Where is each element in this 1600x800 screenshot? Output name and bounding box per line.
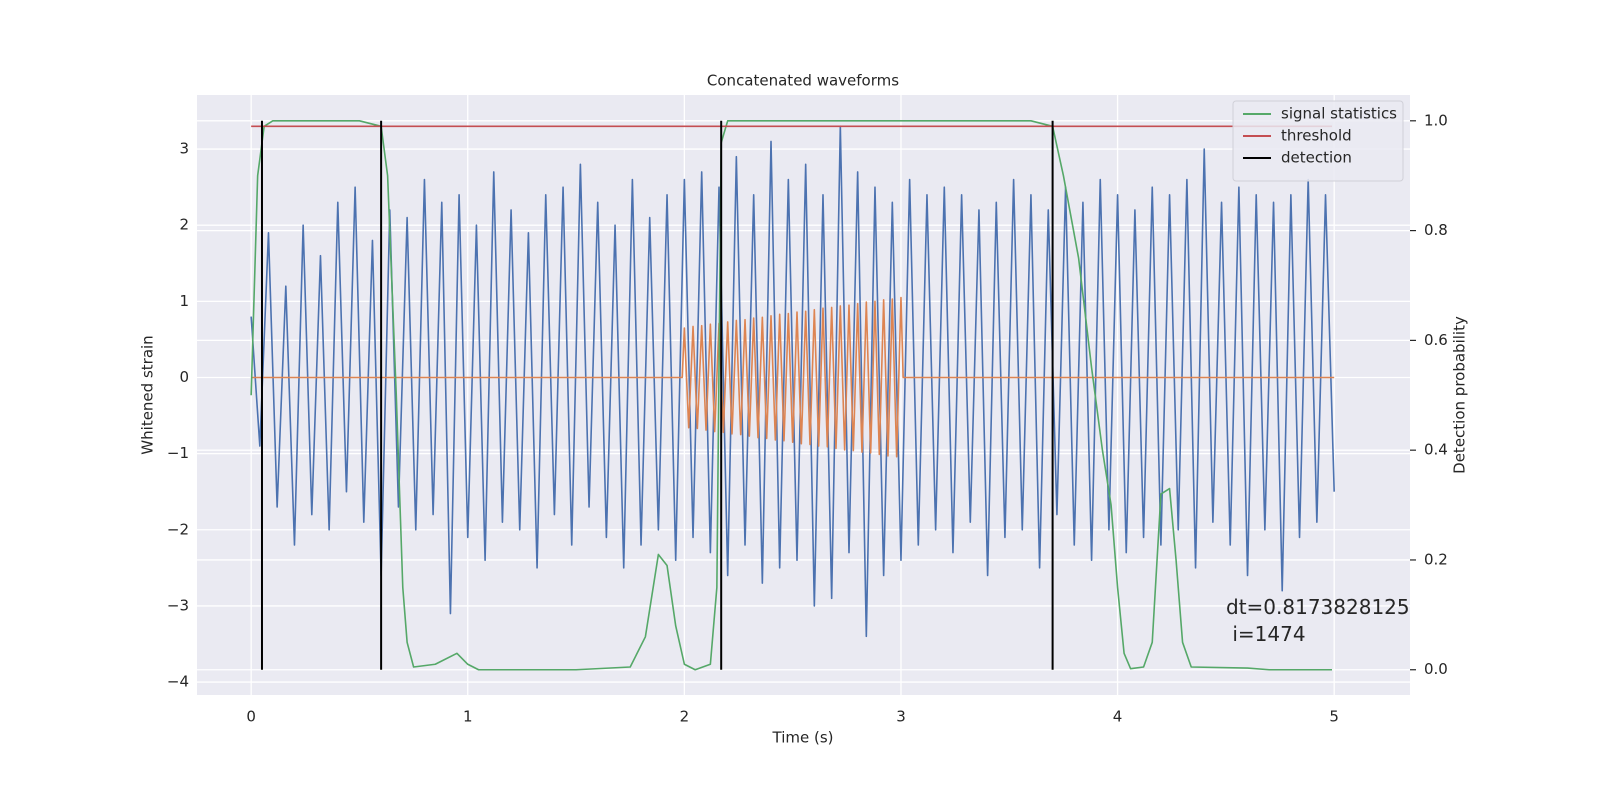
y2-tick-label: 0.0: [1424, 660, 1448, 678]
x-tick-label: 5: [1329, 708, 1339, 726]
legend-box: [1232, 100, 1404, 182]
x-tick-label: 3: [896, 708, 906, 726]
series-line: [250, 120, 1333, 671]
y-tick-label: −1: [167, 444, 189, 462]
x-tick-label: 4: [1113, 708, 1123, 726]
y2-axis-label: Detection probability: [1451, 316, 1469, 474]
chart-title: Concatenated waveforms: [707, 72, 899, 90]
x-tick-label: 2: [680, 708, 690, 726]
legend-label: threshold: [1281, 127, 1352, 145]
series-line: [251, 296, 1335, 458]
y-tick-label: 1: [179, 292, 189, 310]
series-line: [250, 125, 1335, 638]
annotation: dt=0.8173828125 i=1474: [1226, 595, 1410, 646]
y2-tick-label: 0.2: [1424, 550, 1448, 568]
y-tick-label: −4: [167, 673, 189, 691]
y-tick-label: −2: [167, 520, 189, 538]
legend-label: detection: [1281, 149, 1352, 167]
y2-tick-label: 0.4: [1424, 441, 1448, 459]
y-tick-label: −3: [167, 596, 189, 614]
x-axis-label: Time (s): [772, 729, 834, 747]
y-tick-label: 2: [179, 216, 189, 234]
annotation-line: dt=0.8173828125: [1226, 595, 1410, 619]
y-tick-label: 3: [179, 140, 189, 158]
annotation-line: i=1474: [1226, 622, 1306, 646]
y2-tick-label: 0.6: [1424, 331, 1448, 349]
legend-label: signal statistics: [1281, 105, 1397, 123]
y2-tick-label: 1.0: [1424, 111, 1448, 129]
y-tick-label: 0: [179, 368, 189, 386]
x-tick-label: 1: [463, 708, 473, 726]
y2-tick-label: 0.8: [1424, 221, 1448, 239]
y-axis-label: Whitened strain: [139, 335, 157, 454]
x-tick-label: 0: [246, 708, 256, 726]
